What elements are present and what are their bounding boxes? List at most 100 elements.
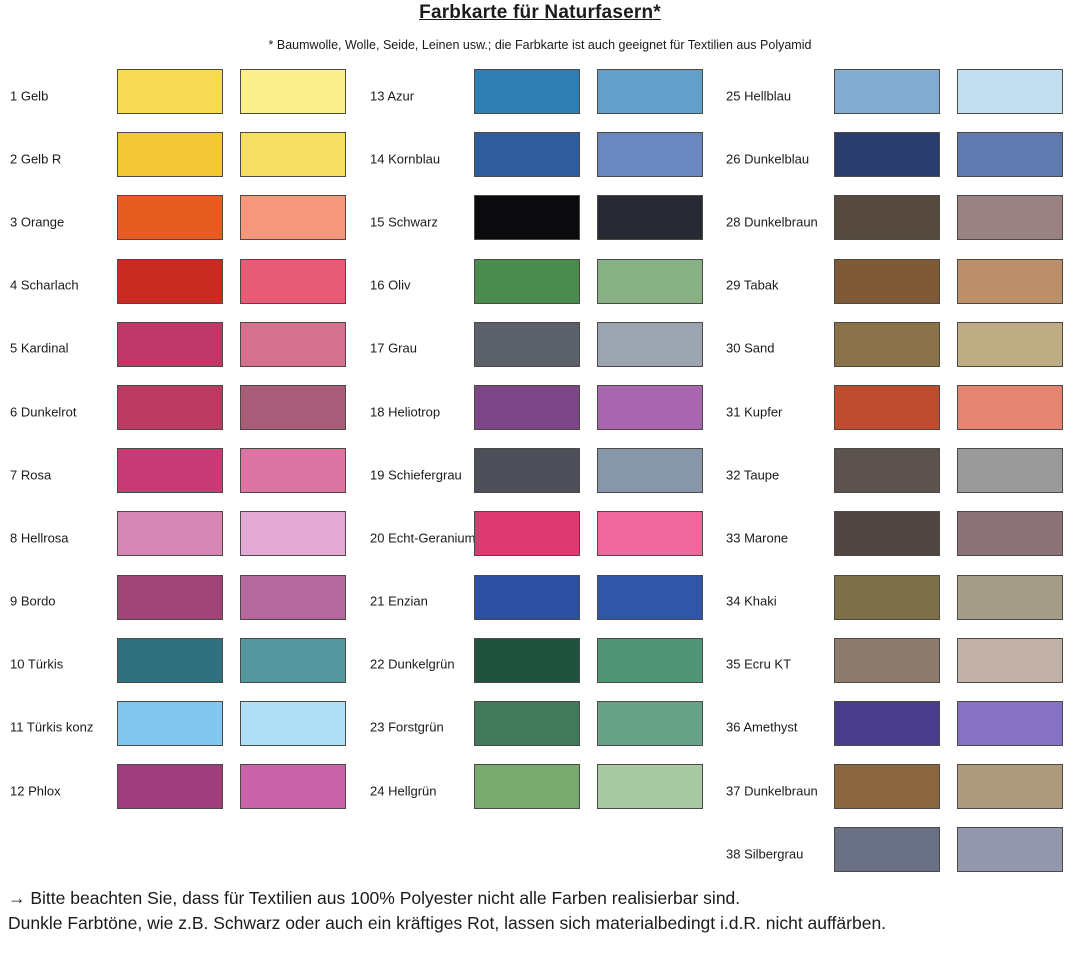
swatch-row-30: 30 Sand (720, 317, 1080, 380)
swatch-row-14: 14 Kornblau (360, 127, 720, 190)
swatch-strong-shade (474, 637, 580, 683)
swatch-strong-shade (474, 258, 580, 304)
swatch-row-13: 13 Azur (360, 64, 720, 127)
swatch-row-7: 7 Rosa (0, 443, 360, 506)
swatch-light-shade (240, 321, 346, 367)
swatch-strong-shade (117, 700, 223, 746)
swatch-strong-shade (117, 637, 223, 683)
swatch-strong-shade (117, 132, 223, 178)
swatch-light-shade (240, 764, 346, 810)
swatch-label: 15 Schwarz (370, 214, 438, 230)
swatch-strong-shade (834, 637, 940, 683)
swatch-light-shade (597, 448, 703, 494)
swatch-strong-shade (834, 69, 940, 114)
swatch-light-shade (957, 637, 1063, 683)
swatch-row-31: 31 Kupfer (720, 380, 1080, 443)
swatch-strong-shade (474, 448, 580, 494)
swatch-label: 28 Dunkelbraun (726, 214, 818, 230)
swatch-strong-shade (117, 321, 223, 367)
swatch-label: 21 Enzian (370, 593, 428, 609)
swatch-row-5: 5 Kardinal (0, 317, 360, 380)
swatch-row-22: 22 Dunkelgrün (360, 633, 720, 696)
swatch-row-33: 33 Marone (720, 506, 1080, 569)
swatch-light-shade (957, 448, 1063, 494)
swatch-label: 6 Dunkelrot (10, 404, 77, 420)
swatch-strong-shade (834, 827, 940, 873)
swatch-strong-shade (474, 574, 580, 620)
swatch-strong-shade (117, 195, 223, 241)
swatch-light-shade (597, 574, 703, 620)
swatch-light-shade (597, 321, 703, 367)
swatch-label: 34 Khaki (726, 593, 777, 609)
swatch-light-shade (597, 69, 703, 114)
swatch-label: 26 Dunkelblau (726, 151, 810, 167)
swatch-label: 8 Hellrosa (10, 530, 69, 546)
swatch-label: 35 Ecru KT (726, 656, 792, 672)
swatch-strong-shade (474, 195, 580, 241)
swatch-row-28: 28 Dunkelbraun (720, 190, 1080, 253)
swatch-row-25: 25 Hellblau (720, 64, 1080, 127)
swatch-row-9: 9 Bordo (0, 570, 360, 633)
swatch-row-34: 34 Khaki (720, 570, 1080, 633)
swatch-light-shade (957, 384, 1063, 430)
swatch-column-2: 13 Azur 14 Kornblau 15 Schwarz 16 Oliv 17 Gr… (360, 64, 720, 885)
swatch-strong-shade (834, 321, 940, 367)
swatch-light-shade (957, 827, 1063, 873)
swatch-light-shade (957, 700, 1063, 746)
swatch-light-shade (597, 700, 703, 746)
swatch-light-shade (240, 637, 346, 683)
swatch-strong-shade (117, 69, 223, 114)
swatch-row-35: 35 Ecru KT (720, 633, 1080, 696)
swatch-row-38: 38 Silbergrau (720, 822, 1080, 885)
swatch-strong-shade (474, 69, 580, 114)
swatch-strong-shade (117, 764, 223, 810)
swatch-strong-shade (117, 511, 223, 557)
swatch-light-shade (957, 195, 1063, 241)
swatch-light-shade (597, 132, 703, 178)
swatch-label: 33 Marone (726, 530, 789, 546)
swatch-strong-shade (474, 764, 580, 810)
swatch-row-29: 29 Tabak (720, 254, 1080, 317)
swatch-row-15: 15 Schwarz (360, 190, 720, 253)
swatch-column-1: 1 Gelb 2 Gelb R 3 Orange 4 Scharlach 5 Kardi… (0, 64, 360, 885)
swatch-label: 18 Heliotrop (370, 404, 441, 420)
footer-line-2: Dunkle Farbtöne, wie z.B. Schwarz oder a… (8, 913, 887, 933)
swatch-light-shade (957, 511, 1063, 557)
swatch-row-26: 26 Dunkelblau (720, 127, 1080, 190)
swatch-label: 9 Bordo (10, 593, 56, 609)
swatch-row-37: 37 Dunkelbraun (720, 759, 1080, 822)
swatch-label: 3 Orange (10, 214, 65, 230)
swatch-row-36: 36 Amethyst (720, 696, 1080, 759)
swatch-row-17: 17 Grau (360, 317, 720, 380)
swatch-strong-shade (834, 764, 940, 810)
swatch-light-shade (597, 764, 703, 810)
swatch-strong-shade (834, 384, 940, 430)
swatch-label: 7 Rosa (10, 467, 52, 483)
swatch-row-8: 8 Hellrosa (0, 506, 360, 569)
swatch-strong-shade (834, 132, 940, 178)
page-title: Farbkarte für Naturfasern* (419, 2, 661, 23)
swatch-row-2: 2 Gelb R (0, 127, 360, 190)
swatch-light-shade (240, 700, 346, 746)
swatch-light-shade (957, 321, 1063, 367)
swatch-strong-shade (474, 511, 580, 557)
swatch-label: 4 Scharlach (10, 277, 79, 293)
swatch-strong-shade (834, 258, 940, 304)
swatch-row-21: 21 Enzian (360, 570, 720, 633)
swatch-label: 25 Hellblau (726, 88, 792, 104)
swatch-strong-shade (834, 511, 940, 557)
swatch-label: 13 Azur (370, 88, 415, 104)
swatch-light-shade (957, 574, 1063, 620)
swatch-label: 22 Dunkelgrün (370, 656, 455, 672)
swatch-label: 23 Forstgrün (370, 719, 444, 735)
swatch-strong-shade (474, 321, 580, 367)
swatch-light-shade (240, 384, 346, 430)
swatch-strong-shade (474, 384, 580, 430)
swatch-light-shade (957, 69, 1063, 114)
swatch-row-32: 32 Taupe (720, 443, 1080, 506)
swatch-row-12: 12 Phlox (0, 759, 360, 822)
swatch-light-shade (240, 511, 346, 557)
swatch-strong-shade (117, 574, 223, 620)
swatch-light-shade (597, 384, 703, 430)
swatch-label: 2 Gelb R (10, 151, 62, 167)
